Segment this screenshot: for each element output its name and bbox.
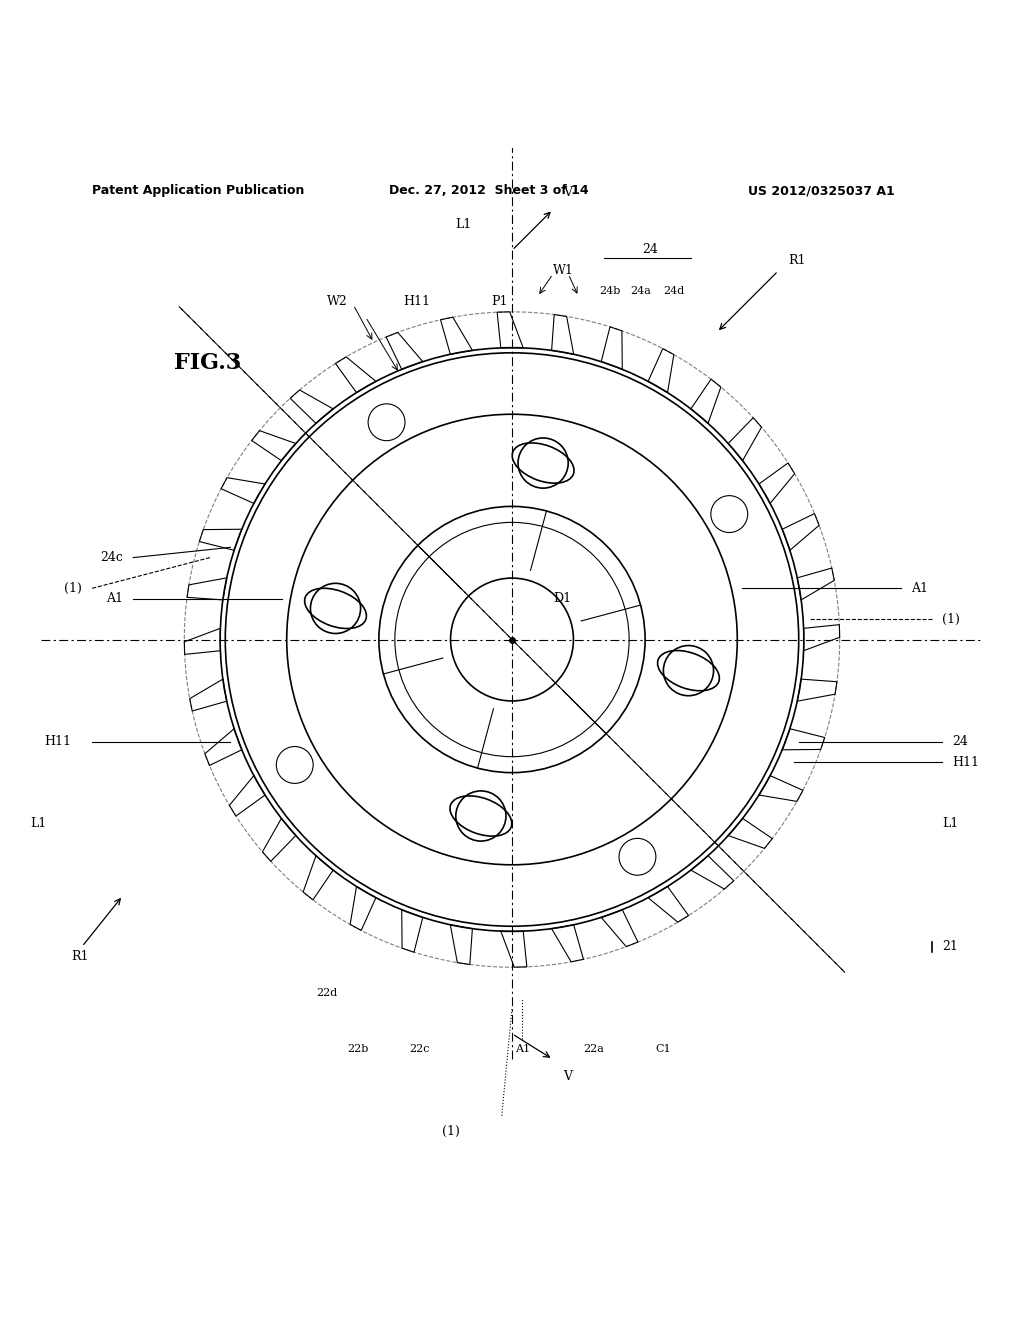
Text: (1): (1) <box>65 582 82 595</box>
Text: 24c: 24c <box>100 552 123 564</box>
Text: 22b: 22b <box>347 1044 369 1055</box>
Text: L1: L1 <box>31 817 47 830</box>
Text: H11: H11 <box>952 756 979 768</box>
Text: R1: R1 <box>72 950 89 964</box>
Text: D1: D1 <box>553 593 571 605</box>
Text: W1: W1 <box>553 264 573 277</box>
Text: 22c: 22c <box>410 1044 430 1055</box>
Text: FIG.3: FIG.3 <box>174 352 242 374</box>
Text: 24: 24 <box>952 735 969 748</box>
Text: V: V <box>563 1069 572 1082</box>
Text: 21: 21 <box>942 940 958 953</box>
Text: (1): (1) <box>942 612 959 626</box>
Text: L1: L1 <box>455 218 471 231</box>
Text: 24: 24 <box>642 243 658 256</box>
Text: 22a: 22a <box>584 1044 604 1055</box>
Text: P1: P1 <box>492 296 508 308</box>
Text: US 2012/0325037 A1: US 2012/0325037 A1 <box>748 183 894 197</box>
Text: Dec. 27, 2012  Sheet 3 of 14: Dec. 27, 2012 Sheet 3 of 14 <box>389 183 589 197</box>
Text: W2: W2 <box>328 296 348 308</box>
Text: V: V <box>563 186 572 199</box>
Text: 22d: 22d <box>316 987 338 998</box>
Text: L1: L1 <box>942 817 958 830</box>
Text: 24b: 24b <box>599 286 621 297</box>
Text: 24a: 24a <box>630 286 650 297</box>
Text: 24d: 24d <box>664 286 685 297</box>
Text: R1: R1 <box>788 255 806 267</box>
Text: (1): (1) <box>441 1125 460 1138</box>
Text: A1: A1 <box>515 1044 529 1055</box>
Text: A1: A1 <box>105 593 123 605</box>
Text: Patent Application Publication: Patent Application Publication <box>92 183 304 197</box>
Text: H11: H11 <box>45 735 72 748</box>
Text: A1: A1 <box>911 582 929 595</box>
Text: H11: H11 <box>403 296 430 308</box>
Text: C1: C1 <box>655 1044 671 1055</box>
